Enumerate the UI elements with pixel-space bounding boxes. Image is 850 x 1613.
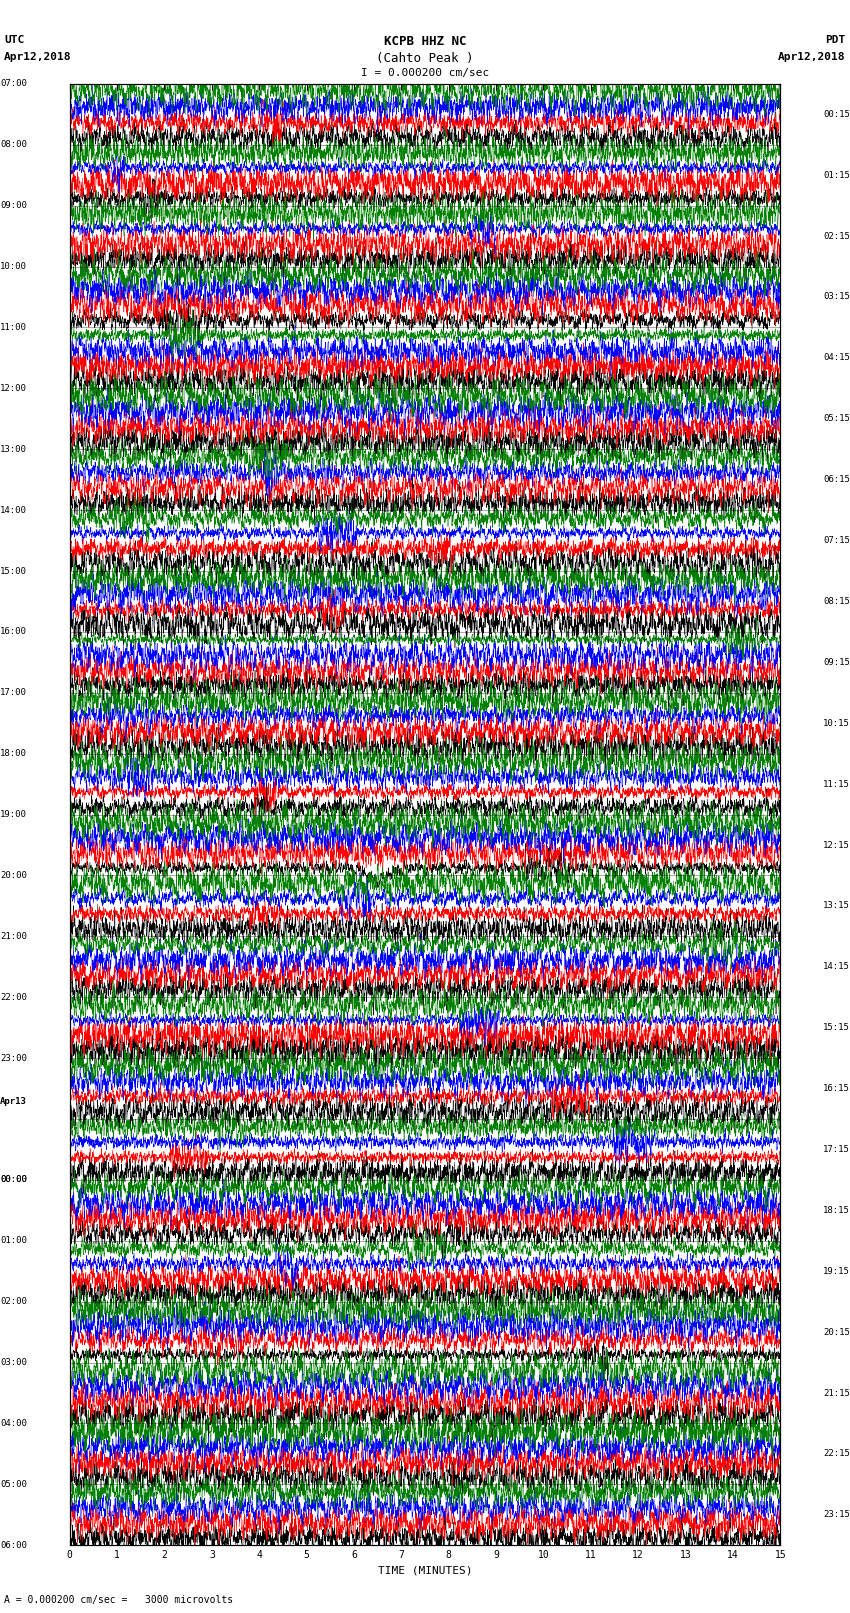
Text: 19:15: 19:15 xyxy=(823,1266,850,1276)
Text: 01:00: 01:00 xyxy=(0,1236,27,1245)
Text: (Cahto Peak ): (Cahto Peak ) xyxy=(377,52,473,65)
Text: PDT: PDT xyxy=(825,35,846,45)
Text: I = 0.000200 cm/sec: I = 0.000200 cm/sec xyxy=(361,68,489,77)
Text: 19:00: 19:00 xyxy=(0,810,27,819)
Text: 17:00: 17:00 xyxy=(0,689,27,697)
Text: 08:15: 08:15 xyxy=(823,597,850,606)
Text: 03:15: 03:15 xyxy=(823,292,850,302)
Text: 05:00: 05:00 xyxy=(0,1479,27,1489)
Text: 23:00: 23:00 xyxy=(0,1053,27,1063)
Text: 11:15: 11:15 xyxy=(823,779,850,789)
Text: KCPB HHZ NC: KCPB HHZ NC xyxy=(383,35,467,48)
Text: 02:00: 02:00 xyxy=(0,1297,27,1307)
Text: 09:00: 09:00 xyxy=(0,202,27,210)
Text: 10:00: 10:00 xyxy=(0,261,27,271)
Text: 07:15: 07:15 xyxy=(823,536,850,545)
Text: 06:15: 06:15 xyxy=(823,476,850,484)
Text: 12:15: 12:15 xyxy=(823,840,850,850)
Text: 09:15: 09:15 xyxy=(823,658,850,666)
Text: 01:15: 01:15 xyxy=(823,171,850,179)
Text: UTC: UTC xyxy=(4,35,25,45)
Text: 16:15: 16:15 xyxy=(823,1084,850,1094)
Text: 00:00: 00:00 xyxy=(0,1176,27,1184)
Text: 15:00: 15:00 xyxy=(0,566,27,576)
Text: 10:15: 10:15 xyxy=(823,719,850,727)
Text: 04:00: 04:00 xyxy=(0,1419,27,1428)
Text: 00:15: 00:15 xyxy=(823,110,850,119)
Text: 13:15: 13:15 xyxy=(823,902,850,910)
Text: 14:00: 14:00 xyxy=(0,505,27,515)
Text: A = 0.000200 cm/sec =   3000 microvolts: A = 0.000200 cm/sec = 3000 microvolts xyxy=(4,1595,234,1605)
Text: 16:00: 16:00 xyxy=(0,627,27,637)
X-axis label: TIME (MINUTES): TIME (MINUTES) xyxy=(377,1566,473,1576)
Text: 14:15: 14:15 xyxy=(823,963,850,971)
Text: 12:00: 12:00 xyxy=(0,384,27,394)
Text: 07:00: 07:00 xyxy=(0,79,27,89)
Text: 21:15: 21:15 xyxy=(823,1389,850,1397)
Text: 18:15: 18:15 xyxy=(823,1207,850,1215)
Text: Apr12,2018: Apr12,2018 xyxy=(779,52,846,61)
Text: 21:00: 21:00 xyxy=(0,932,27,940)
Text: 04:15: 04:15 xyxy=(823,353,850,363)
Text: 15:15: 15:15 xyxy=(823,1023,850,1032)
Text: 13:00: 13:00 xyxy=(0,445,27,453)
Text: 20:15: 20:15 xyxy=(823,1327,850,1337)
Text: 11:00: 11:00 xyxy=(0,323,27,332)
Text: Apr12,2018: Apr12,2018 xyxy=(4,52,71,61)
Text: 05:15: 05:15 xyxy=(823,415,850,423)
Text: 08:00: 08:00 xyxy=(0,140,27,150)
Text: 18:00: 18:00 xyxy=(0,748,27,758)
Text: 02:15: 02:15 xyxy=(823,232,850,240)
Text: Apr13: Apr13 xyxy=(0,1097,27,1107)
Text: 17:15: 17:15 xyxy=(823,1145,850,1153)
Text: 20:00: 20:00 xyxy=(0,871,27,881)
Text: 03:00: 03:00 xyxy=(0,1358,27,1368)
Text: 00:00: 00:00 xyxy=(0,1176,27,1184)
Text: 22:15: 22:15 xyxy=(823,1450,850,1458)
Text: 23:15: 23:15 xyxy=(823,1510,850,1519)
Text: 06:00: 06:00 xyxy=(0,1540,27,1550)
Text: 22:00: 22:00 xyxy=(0,992,27,1002)
